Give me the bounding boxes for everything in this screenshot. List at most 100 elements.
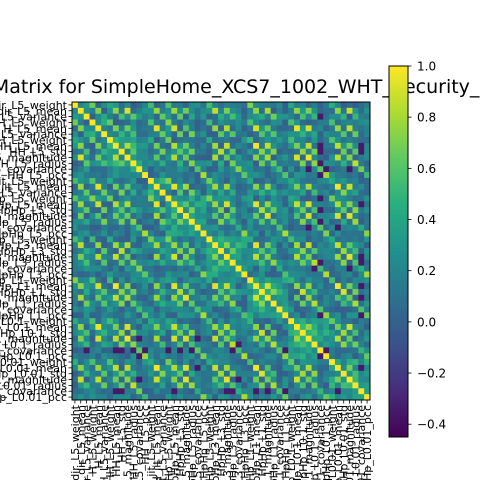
heatmap-cell (89, 201, 96, 208)
y-tick-label: HpHp_L5_covariance (0, 222, 67, 235)
heatmap-cell (112, 364, 120, 372)
heatmap-cell (294, 324, 301, 331)
heatmap-cell (358, 283, 365, 290)
heatmap-cell (270, 148, 277, 155)
heatmap-cell (159, 166, 166, 173)
heatmap-cell (183, 329, 190, 337)
heatmap-cell (83, 248, 90, 255)
heatmap-cell (147, 207, 155, 214)
heatmap-cell (258, 102, 266, 109)
heatmap-cell (247, 242, 254, 249)
heatmap-cell (101, 364, 108, 372)
heatmap-cell (183, 195, 190, 202)
heatmap-cell (130, 195, 137, 202)
heatmap-cell (241, 107, 248, 115)
heatmap-cell (72, 353, 79, 360)
heatmap-cell (188, 318, 196, 325)
heatmap-cell (165, 183, 172, 190)
heatmap-cell (200, 324, 207, 331)
heatmap-cell (218, 294, 225, 302)
heatmap-cell (299, 253, 307, 261)
heatmap-cell (317, 224, 324, 231)
heatmap-cell (200, 294, 207, 302)
heatmap-cell (200, 137, 207, 144)
heatmap-cell (183, 364, 190, 372)
heatmap-cell (235, 137, 242, 144)
heatmap-cell (329, 324, 336, 331)
heatmap-cell (136, 113, 143, 120)
heatmap-cell (177, 148, 184, 155)
x-tick-label: HpHp_L0.1_mean (291, 405, 304, 480)
heatmap-cell (124, 189, 131, 196)
heatmap-cell (136, 283, 143, 290)
heatmap-cell (247, 218, 254, 226)
heatmap-cell (299, 160, 307, 167)
heatmap-cell (112, 312, 120, 319)
heatmap-cell (142, 265, 149, 272)
heatmap-cell (340, 213, 347, 220)
heatmap-cell (253, 306, 260, 313)
heatmap-cell (270, 131, 277, 138)
heatmap-cell (340, 288, 347, 296)
heatmap-cell (223, 102, 231, 109)
heatmap-cell (352, 271, 359, 278)
heatmap-cell (112, 277, 120, 284)
colorbar-tick-label: −0.2 (417, 367, 446, 381)
heatmap-cell (165, 329, 172, 337)
heatmap-cell (364, 312, 371, 319)
heatmap-cell (241, 131, 248, 138)
heatmap-cell (212, 125, 219, 132)
heatmap-cell (72, 300, 79, 307)
heatmap-cell (194, 218, 201, 226)
heatmap-cell (276, 148, 283, 155)
heatmap-cell (358, 394, 365, 401)
heatmap-cell (334, 113, 342, 120)
heatmap-cell (89, 160, 96, 167)
heatmap-cell (288, 259, 295, 266)
heatmap-cell (258, 119, 266, 126)
heatmap-cell (270, 207, 277, 214)
heatmap-cell (212, 259, 219, 266)
heatmap-cell (334, 119, 342, 126)
heatmap-cell (107, 324, 114, 331)
heatmap-cell (159, 324, 166, 331)
heatmap-cell (247, 195, 254, 202)
heatmap-cell (352, 347, 359, 354)
heatmap-cell (159, 259, 166, 266)
heatmap-cell (247, 388, 254, 395)
heatmap-cell (218, 166, 225, 173)
heatmap-cell (352, 213, 359, 220)
heatmap-cell (288, 195, 295, 202)
heatmap-cell (358, 318, 365, 325)
heatmap-cell (288, 359, 295, 366)
heatmap-cell (142, 195, 149, 202)
heatmap-cell (352, 394, 359, 401)
heatmap-cell (188, 125, 196, 132)
heatmap-cell (346, 359, 353, 366)
heatmap-cell (101, 265, 108, 272)
heatmap-cell (329, 335, 336, 342)
heatmap-cell (358, 119, 365, 126)
heatmap-cell (77, 224, 85, 231)
heatmap-cell (83, 195, 90, 202)
heatmap-cell (124, 137, 131, 144)
heatmap-cell (107, 359, 114, 366)
heatmap-cell (299, 388, 307, 395)
heatmap-cell (124, 335, 131, 342)
heatmap-cell (247, 137, 254, 144)
heatmap-cell (323, 142, 330, 150)
heatmap-cell (118, 370, 125, 377)
heatmap-cell (229, 102, 236, 109)
heatmap-cell (194, 353, 201, 360)
heatmap-cell (235, 388, 242, 395)
heatmap-cell (107, 335, 114, 342)
heatmap-cell (294, 347, 301, 354)
heatmap-cell (130, 370, 137, 377)
heatmap-cell (358, 183, 365, 190)
heatmap-cell (95, 166, 102, 173)
heatmap-cell (323, 213, 330, 220)
heatmap-cell (206, 201, 213, 208)
heatmap-cell (218, 142, 225, 150)
heatmap-cell (72, 166, 79, 173)
heatmap-cell (171, 154, 178, 161)
